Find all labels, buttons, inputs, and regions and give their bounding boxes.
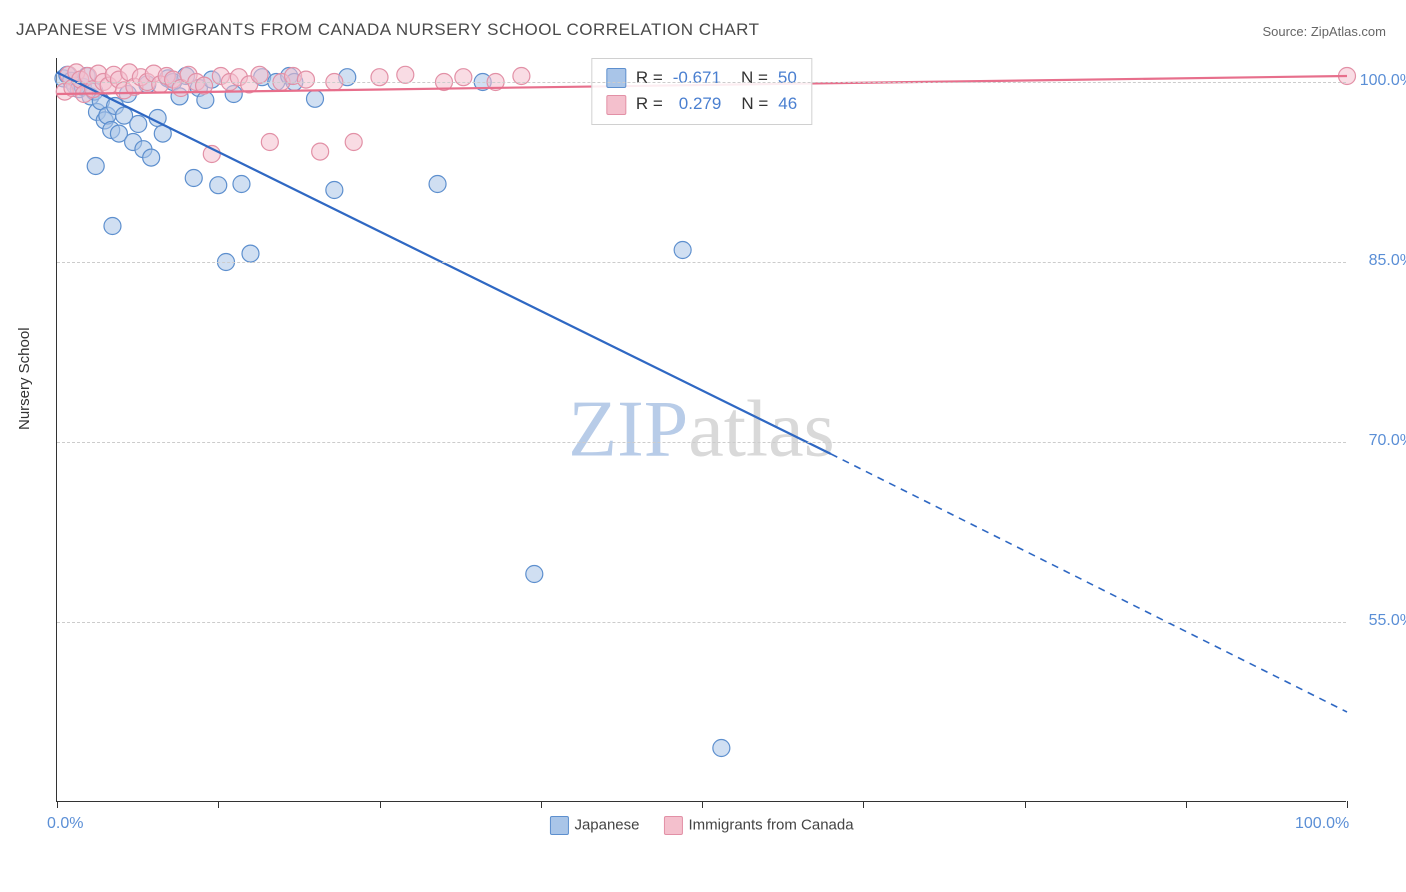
- scatter-point: [251, 66, 268, 83]
- stats-row-japanese: R = -0.671 N = 50: [606, 65, 797, 91]
- stats-box: R = -0.671 N = 50 R = 0.279 N = 46: [591, 58, 812, 125]
- legend-swatch-canada: [664, 816, 683, 835]
- stats-n-value-canada: 46: [778, 91, 797, 117]
- x-tick: [1347, 801, 1348, 808]
- legend-swatch-japanese: [549, 816, 568, 835]
- scatter-point: [130, 116, 147, 133]
- legend-label-japanese: Japanese: [574, 816, 639, 833]
- source-name: ZipAtlas.com: [1311, 24, 1386, 39]
- stats-swatch-japanese: [606, 68, 626, 88]
- scatter-point: [326, 182, 343, 199]
- scatter-point: [397, 66, 414, 83]
- y-tick-label: 100.0%: [1360, 72, 1406, 90]
- x-tick-label: 100.0%: [1295, 815, 1349, 833]
- scatter-svg: [57, 58, 1346, 801]
- y-tick-label: 55.0%: [1369, 612, 1406, 630]
- trend-line-extrapolated: [831, 454, 1347, 712]
- legend-label-canada: Immigrants from Canada: [689, 816, 854, 833]
- x-tick: [1186, 801, 1187, 808]
- trend-line: [57, 72, 831, 454]
- x-tick: [218, 801, 219, 808]
- y-tick-label: 70.0%: [1369, 432, 1406, 450]
- scatter-point: [307, 90, 324, 107]
- stats-r-label: R =: [636, 91, 663, 117]
- plot-area: ZIPatlas R = -0.671 N = 50 R = 0.279 N =…: [56, 58, 1346, 802]
- gridline-h: [57, 262, 1346, 263]
- scatter-point: [345, 134, 362, 151]
- stats-n-label: N =: [741, 91, 768, 117]
- scatter-point: [261, 134, 278, 151]
- chart-title: JAPANESE VS IMMIGRANTS FROM CANADA NURSE…: [16, 20, 760, 40]
- scatter-point: [297, 71, 314, 88]
- scatter-point: [312, 143, 329, 160]
- stats-n-value-japanese: 50: [778, 65, 797, 91]
- gridline-h: [57, 442, 1346, 443]
- source-label: Source:: [1262, 24, 1310, 39]
- y-tick-label: 85.0%: [1369, 252, 1406, 270]
- stats-r-value-canada: 0.279: [679, 91, 722, 117]
- scatter-point: [233, 176, 250, 193]
- stats-swatch-canada: [606, 95, 626, 115]
- legend-item-japanese: Japanese: [549, 816, 639, 835]
- x-tick: [541, 801, 542, 808]
- scatter-point: [713, 740, 730, 757]
- scatter-point: [242, 245, 259, 262]
- y-axis-label: Nursery School: [16, 327, 33, 430]
- scatter-point: [87, 158, 104, 175]
- stats-r-label: R =: [636, 65, 663, 91]
- x-tick: [1025, 801, 1026, 808]
- scatter-point: [455, 69, 472, 86]
- source-credit: Source: ZipAtlas.com: [1262, 24, 1386, 39]
- scatter-point: [674, 242, 691, 259]
- x-tick: [57, 801, 58, 808]
- scatter-point: [371, 69, 388, 86]
- stats-n-label: N =: [741, 65, 768, 91]
- scatter-point: [429, 176, 446, 193]
- x-tick: [863, 801, 864, 808]
- x-tick: [702, 801, 703, 808]
- legend: Japanese Immigrants from Canada: [549, 816, 853, 835]
- gridline-h: [57, 82, 1346, 83]
- legend-item-canada: Immigrants from Canada: [664, 816, 854, 835]
- scatter-point: [185, 170, 202, 187]
- stats-row-canada: R = 0.279 N = 46: [606, 91, 797, 117]
- scatter-point: [104, 218, 121, 235]
- scatter-point: [526, 566, 543, 583]
- scatter-point: [210, 177, 227, 194]
- x-tick-label: 0.0%: [47, 815, 83, 833]
- scatter-point: [143, 149, 160, 166]
- stats-r-value-japanese: -0.671: [673, 65, 721, 91]
- gridline-h: [57, 622, 1346, 623]
- x-tick: [380, 801, 381, 808]
